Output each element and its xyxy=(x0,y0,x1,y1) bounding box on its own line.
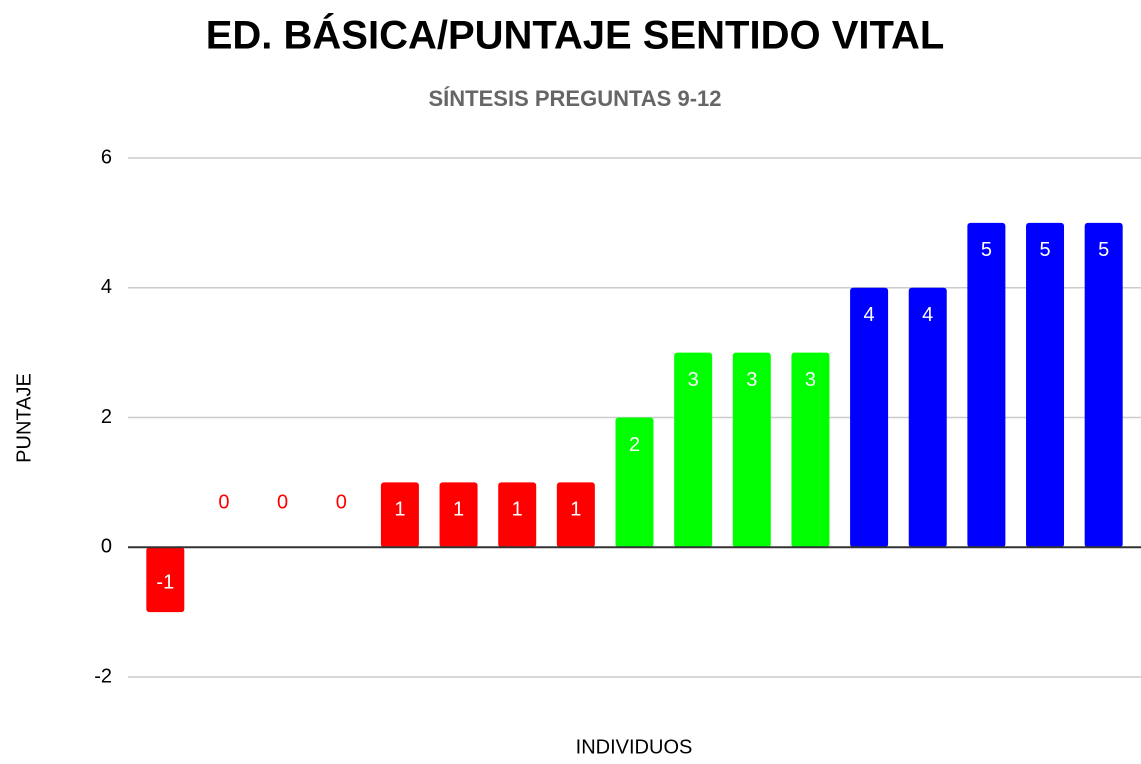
data-label: 2 xyxy=(629,434,640,456)
bar xyxy=(732,352,771,548)
bar xyxy=(498,482,537,548)
data-label: 0 xyxy=(277,492,288,514)
data-label: -1 xyxy=(156,572,174,594)
data-label: 1 xyxy=(570,499,581,521)
bar xyxy=(1026,222,1065,548)
bar xyxy=(850,287,889,548)
bar xyxy=(380,482,419,548)
y-tick-label: -2 xyxy=(94,665,112,687)
bar xyxy=(1084,222,1123,548)
data-label: 1 xyxy=(394,499,405,521)
bar xyxy=(674,352,713,548)
data-label: 4 xyxy=(864,304,875,326)
bar xyxy=(967,222,1006,548)
y-tick-label: 6 xyxy=(101,146,112,168)
data-label: 4 xyxy=(922,304,933,326)
data-label: 1 xyxy=(512,499,523,521)
data-label: 0 xyxy=(336,492,347,514)
data-label: 3 xyxy=(746,369,757,391)
data-label: 5 xyxy=(1039,239,1050,261)
bar xyxy=(908,287,947,548)
data-label: 1 xyxy=(453,499,464,521)
bar xyxy=(556,482,595,548)
y-tick-label: 2 xyxy=(101,406,112,428)
bar xyxy=(146,547,185,613)
data-label: 5 xyxy=(981,239,992,261)
data-label: 3 xyxy=(688,369,699,391)
bar xyxy=(439,482,478,548)
y-axis-title: PUNTAJE xyxy=(13,373,35,463)
data-label: 5 xyxy=(1098,239,1109,261)
data-label: 3 xyxy=(805,369,816,391)
chart-title: ED. BÁSICA/PUNTAJE SENTIDO VITAL xyxy=(206,13,945,58)
bar xyxy=(791,352,830,548)
chart-subtitle: SÍNTESIS PREGUNTAS 9-12 xyxy=(429,86,722,111)
y-tick-label: 4 xyxy=(101,276,112,298)
x-axis-title: INDIVIDUOS xyxy=(576,736,693,758)
y-tick-label: 0 xyxy=(101,536,112,558)
data-label: 0 xyxy=(218,492,229,514)
bar xyxy=(615,417,654,548)
